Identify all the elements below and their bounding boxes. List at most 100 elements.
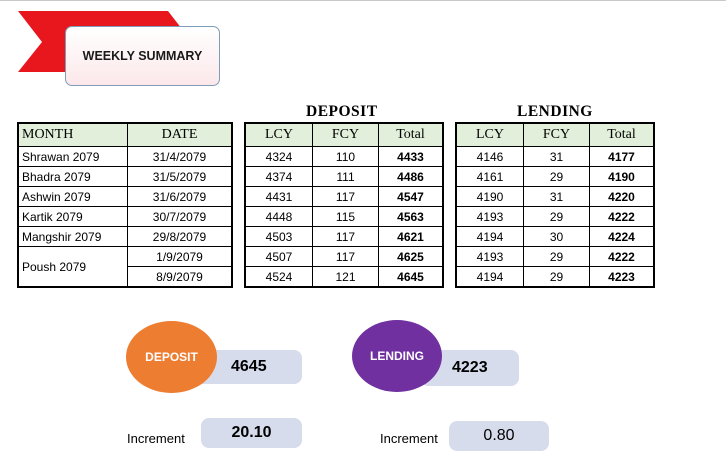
total-cell: 4645 — [378, 266, 444, 288]
deposit-circle-label: DEPOSIT — [145, 350, 198, 364]
fcy-cell: 31 — [523, 146, 590, 167]
fcy-cell: 121 — [312, 266, 379, 288]
deposit-total-value: 4645 — [231, 358, 267, 375]
fcy-cell: 30 — [523, 226, 590, 247]
total-cell: 4190 — [589, 166, 655, 187]
table-row: 4146 31 4177 — [455, 146, 655, 167]
lcy-cell: 4194 — [455, 266, 524, 288]
total-cell: 4223 — [589, 266, 655, 288]
month-cell: Shrawan 2079 — [17, 146, 128, 167]
month-cell: Mangshir 2079 — [17, 226, 128, 247]
lcy-cell: 4507 — [244, 246, 313, 267]
lending-increment-box: 0.80 — [449, 421, 549, 451]
lcy-cell: 4161 — [455, 166, 524, 187]
date-cell: 31/5/2079 — [127, 166, 233, 187]
column-header-fcy: FCY — [523, 122, 590, 147]
lending-circle: LENDING — [352, 320, 442, 392]
total-cell: 4563 — [378, 206, 444, 227]
table-row: Poush 2079 1/9/2079 — [17, 246, 233, 288]
table-row: 4194 29 4223 — [455, 266, 655, 288]
lending-table: LCY FCY Total 4146 31 4177 4161 29 4190 4190… — [455, 122, 655, 288]
column-header-total: Total — [589, 122, 655, 147]
fcy-cell: 29 — [523, 166, 590, 187]
total-cell: 4220 — [589, 186, 655, 207]
date-cell: 30/7/2079 — [127, 206, 233, 227]
deposit-table: LCY FCY Total 4324 110 4433 4374 111 4486 44… — [244, 122, 444, 288]
fcy-cell: 29 — [523, 246, 590, 267]
date-cell: 31/4/2079 — [127, 146, 233, 167]
deposit-circle: DEPOSIT — [126, 321, 217, 393]
total-cell: 4486 — [378, 166, 444, 187]
lending-total-value: 4223 — [452, 359, 488, 376]
table-row: 4374 111 4486 — [244, 166, 444, 187]
lending-increment-value: 0.80 — [483, 427, 515, 444]
deposit-increment-label: Increment — [127, 431, 185, 446]
fcy-cell: 117 — [312, 186, 379, 207]
total-cell: 4547 — [378, 186, 444, 207]
lcy-cell: 4324 — [244, 146, 313, 167]
table-row: Bhadra 2079 31/5/2079 — [17, 166, 233, 187]
deposit-increment-value: 20.10 — [231, 424, 272, 441]
fcy-cell: 115 — [312, 206, 379, 227]
lending-heading: LENDING — [517, 103, 593, 120]
month-table: MONTH DATE Shrawan 2079 31/4/2079 Bhadra … — [17, 122, 233, 288]
table-row: 4193 29 4222 — [455, 206, 655, 227]
total-cell: 4177 — [589, 146, 655, 167]
fcy-cell: 29 — [523, 206, 590, 227]
lcy-cell: 4374 — [244, 166, 313, 187]
lcy-cell: 4524 — [244, 266, 313, 288]
table-row: 4190 31 4220 — [455, 186, 655, 207]
month-cell: Ashwin 2079 — [17, 186, 128, 207]
lcy-cell: 4193 — [455, 246, 524, 267]
top-border — [0, 0, 726, 1]
fcy-cell: 117 — [312, 226, 379, 247]
month-cell: Bhadra 2079 — [17, 166, 128, 187]
total-cell: 4222 — [589, 246, 655, 267]
page-title: WEEKLY SUMMARY — [65, 26, 220, 86]
fcy-cell: 29 — [523, 266, 590, 288]
table-row: 4524 121 4645 — [244, 266, 444, 288]
table-row: Mangshir 2079 29/8/2079 — [17, 226, 233, 247]
table-row: 4503 117 4621 — [244, 226, 444, 247]
column-header-lcy: LCY — [244, 122, 313, 147]
column-header-fcy: FCY — [312, 122, 379, 147]
total-cell: 4433 — [378, 146, 444, 167]
total-cell: 4621 — [378, 226, 444, 247]
table-row: 4194 30 4224 — [455, 226, 655, 247]
table-row: 4448 115 4563 — [244, 206, 444, 227]
column-header-month: MONTH — [17, 122, 128, 147]
lcy-cell: 4193 — [455, 206, 524, 227]
fcy-cell: 110 — [312, 146, 379, 167]
lending-circle-label: LENDING — [370, 349, 424, 363]
table-row: Shrawan 2079 31/4/2079 — [17, 146, 233, 167]
month-cell: Poush 2079 — [17, 246, 128, 288]
lcy-cell: 4190 — [455, 186, 524, 207]
deposit-increment-box: 20.10 — [201, 418, 302, 448]
date-cell: 29/8/2079 — [127, 226, 233, 247]
column-header-total: Total — [378, 122, 444, 147]
lcy-cell: 4146 — [455, 146, 524, 167]
fcy-cell: 117 — [312, 246, 379, 267]
table-row: 4324 110 4433 — [244, 146, 444, 167]
month-cell: Kartik 2079 — [17, 206, 128, 227]
total-cell: 4222 — [589, 206, 655, 227]
total-cell: 4625 — [378, 246, 444, 267]
column-header-lcy: LCY — [455, 122, 524, 147]
lcy-cell: 4194 — [455, 226, 524, 247]
total-cell: 4224 — [589, 226, 655, 247]
table-row: 4193 29 4222 — [455, 246, 655, 267]
lcy-cell: 4448 — [244, 206, 313, 227]
lending-increment-label: Increment — [380, 431, 438, 446]
deposit-heading: DEPOSIT — [306, 103, 378, 120]
fcy-cell: 31 — [523, 186, 590, 207]
table-row: 4431 117 4547 — [244, 186, 444, 207]
date-cell: 31/6/2079 — [127, 186, 233, 207]
table-row: Kartik 2079 30/7/2079 — [17, 206, 233, 227]
lcy-cell: 4503 — [244, 226, 313, 247]
date-cell: 8/9/2079 — [127, 266, 233, 288]
column-header-date: DATE — [127, 122, 233, 147]
lcy-cell: 4431 — [244, 186, 313, 207]
table-row: 8/9/2079 — [18, 266, 233, 288]
table-row: Ashwin 2079 31/6/2079 — [17, 186, 233, 207]
table-row: 4161 29 4190 — [455, 166, 655, 187]
